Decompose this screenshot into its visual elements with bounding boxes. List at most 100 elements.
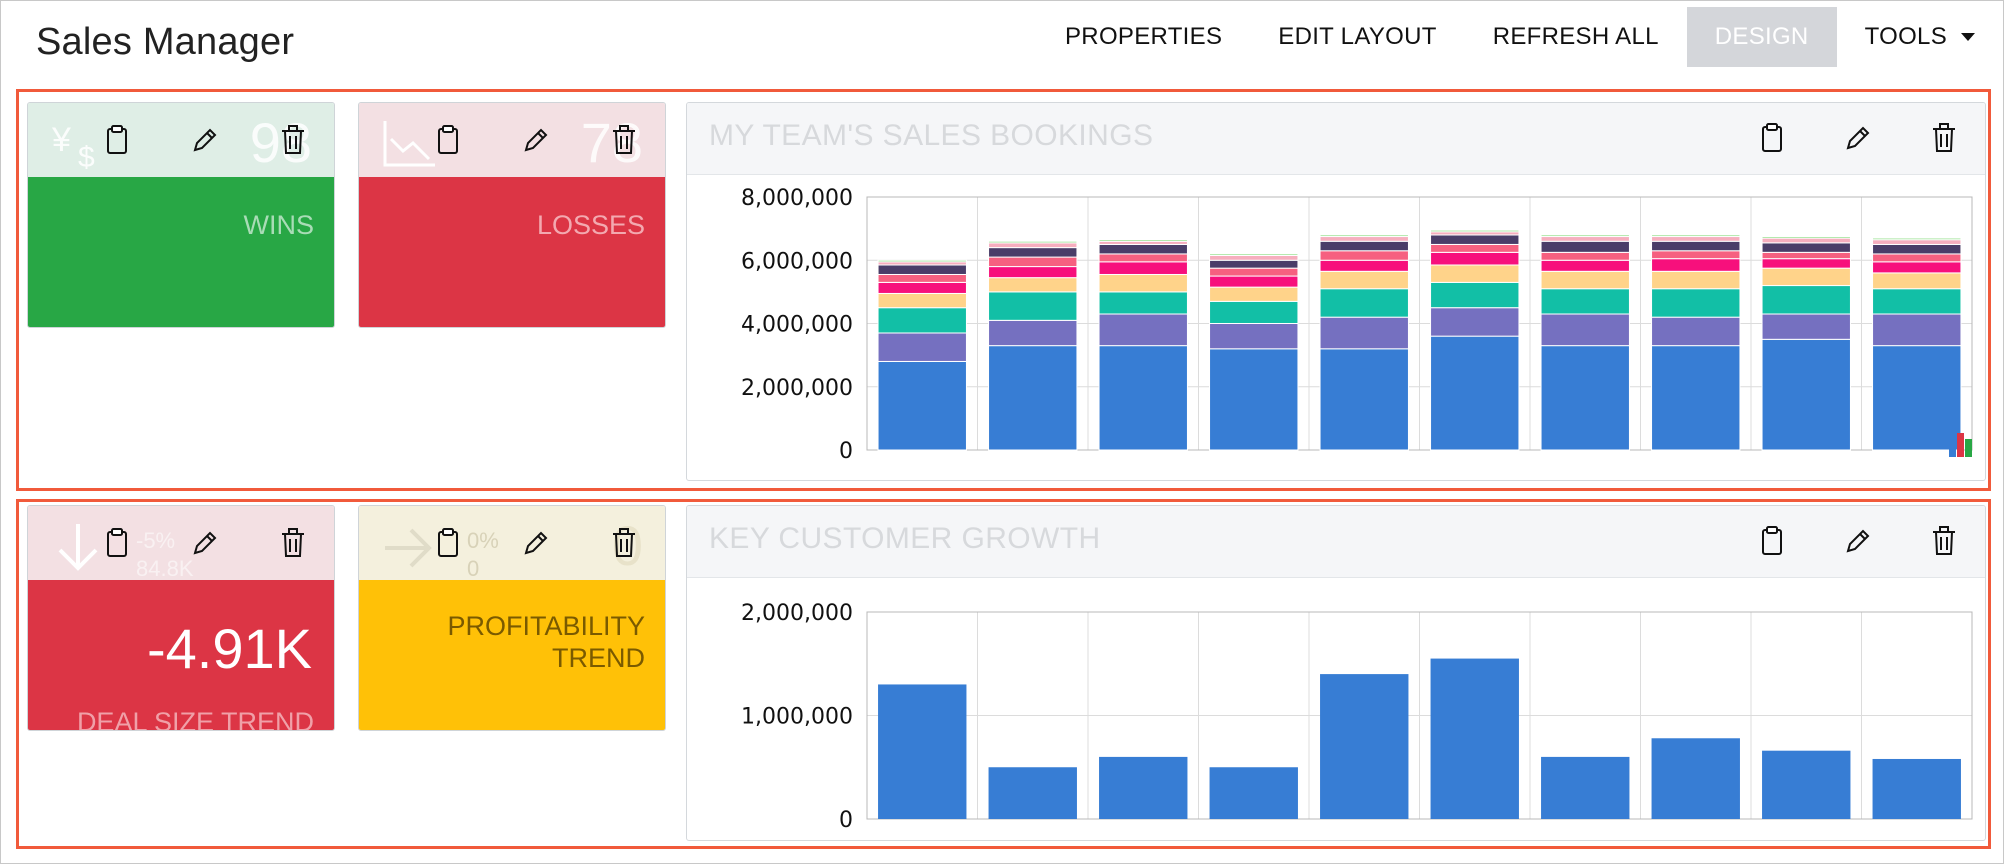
bar-3-segment-5[interactable] — [1209, 267, 1299, 277]
copy-icon[interactable] — [1753, 119, 1791, 157]
bar-7-segment-7[interactable] — [1651, 236, 1741, 242]
bar-5-segment-1[interactable] — [1430, 307, 1520, 337]
bar-0-segment-8[interactable] — [877, 259, 967, 263]
trash-icon[interactable] — [605, 524, 643, 562]
bar-8-segment-7[interactable] — [1761, 237, 1851, 244]
pencil-icon[interactable] — [186, 524, 224, 562]
bar-9-segment-0[interactable] — [1872, 345, 1962, 451]
bar-3-segment-7[interactable] — [1209, 255, 1299, 261]
bar-0-segment-4[interactable] — [877, 281, 967, 294]
bar-4-segment-4[interactable] — [1319, 259, 1409, 272]
losses-tile[interactable]: 78 LOSSES — [358, 102, 666, 328]
bar-7-segment-3[interactable] — [1651, 270, 1741, 290]
bar-1-segment-0[interactable] — [988, 767, 1077, 819]
bar-0-segment-5[interactable] — [877, 273, 967, 283]
bar-4-segment-3[interactable] — [1319, 270, 1409, 290]
bar-0-segment-2[interactable] — [877, 307, 967, 334]
menu-tools[interactable]: TOOLS — [1837, 7, 2003, 67]
bar-1-segment-0[interactable] — [988, 345, 1078, 451]
copy-icon[interactable] — [429, 121, 467, 159]
bar-0-segment-3[interactable] — [877, 292, 967, 309]
bar-3-segment-4[interactable] — [1209, 275, 1299, 288]
bar-4-segment-5[interactable] — [1319, 250, 1409, 261]
trash-icon[interactable] — [1925, 119, 1963, 157]
bar-2-segment-4[interactable] — [1098, 261, 1188, 275]
bar-9-segment-0[interactable] — [1872, 758, 1961, 819]
pencil-icon[interactable] — [517, 121, 555, 159]
bar-8-segment-6[interactable] — [1761, 242, 1851, 253]
copy-icon[interactable] — [98, 121, 136, 159]
trash-icon[interactable] — [1925, 522, 1963, 560]
bar-8-segment-5[interactable] — [1761, 251, 1851, 260]
copy-icon[interactable] — [98, 524, 136, 562]
bar-1-segment-1[interactable] — [988, 319, 1078, 347]
bar-8-segment-8[interactable] — [1761, 236, 1851, 239]
bar-4-segment-0[interactable] — [1319, 348, 1409, 451]
bar-4-segment-7[interactable] — [1319, 236, 1409, 242]
bar-5-segment-8[interactable] — [1430, 229, 1520, 233]
bar-2-segment-8[interactable] — [1098, 239, 1188, 242]
bar-3-segment-1[interactable] — [1209, 323, 1299, 350]
bar-9-segment-3[interactable] — [1872, 272, 1962, 290]
bar-6-segment-4[interactable] — [1540, 259, 1630, 272]
menu-refresh-all[interactable]: REFRESH ALL — [1492, 23, 1659, 50]
bar-7-segment-2[interactable] — [1651, 288, 1741, 318]
bar-3-segment-8[interactable] — [1209, 253, 1299, 257]
copy-icon[interactable] — [1753, 522, 1791, 560]
bar-5-segment-0[interactable] — [1430, 335, 1520, 451]
bar-5-segment-6[interactable] — [1430, 234, 1520, 245]
bar-2-segment-1[interactable] — [1098, 313, 1188, 347]
bar-2-segment-0[interactable] — [1099, 756, 1188, 819]
bar-8-segment-1[interactable] — [1761, 313, 1851, 340]
bar-6-segment-8[interactable] — [1540, 234, 1630, 238]
pencil-icon[interactable] — [1839, 522, 1877, 560]
bar-5-segment-2[interactable] — [1430, 281, 1520, 309]
pencil-icon[interactable] — [1839, 119, 1877, 157]
bar-7-segment-6[interactable] — [1651, 240, 1741, 252]
bar-0-segment-6[interactable] — [877, 264, 967, 275]
bar-3-segment-2[interactable] — [1209, 300, 1299, 325]
bar-6-segment-3[interactable] — [1540, 270, 1630, 290]
bar-0-segment-0[interactable] — [877, 360, 967, 451]
bar-9-segment-5[interactable] — [1872, 253, 1962, 263]
bar-9-segment-4[interactable] — [1872, 261, 1962, 274]
trash-icon[interactable] — [274, 524, 312, 562]
bar-7-segment-1[interactable] — [1651, 316, 1741, 347]
bar-0-segment-1[interactable] — [877, 332, 967, 362]
bar-8-segment-0[interactable] — [1761, 338, 1851, 451]
deal-size-tile[interactable]: -5% 84.8K -4.91K DEAL SIZE TREND — [27, 505, 335, 731]
bar-5-segment-4[interactable] — [1430, 251, 1520, 266]
bar-6-segment-7[interactable] — [1540, 236, 1630, 242]
bar-2-segment-5[interactable] — [1098, 253, 1188, 263]
profitability-tile[interactable]: 0% 0 0 PROFITABILITY TREND — [358, 505, 666, 731]
bar-7-segment-4[interactable] — [1651, 258, 1741, 272]
bar-5-segment-0[interactable] — [1430, 658, 1519, 819]
bar-4-segment-8[interactable] — [1319, 234, 1409, 238]
bar-2-segment-0[interactable] — [1098, 345, 1188, 451]
bar-6-segment-5[interactable] — [1540, 251, 1630, 261]
menu-edit-layout[interactable]: EDIT LAYOUT — [1278, 23, 1437, 50]
pencil-icon[interactable] — [517, 524, 555, 562]
bar-2-segment-2[interactable] — [1098, 291, 1188, 315]
bar-6-segment-1[interactable] — [1540, 313, 1630, 347]
bar-8-segment-2[interactable] — [1761, 285, 1851, 315]
bar-4-segment-1[interactable] — [1319, 316, 1409, 350]
bar-7-segment-0[interactable] — [1651, 345, 1741, 451]
bar-4-segment-2[interactable] — [1319, 288, 1409, 318]
menu-properties[interactable]: PROPERTIES — [1065, 23, 1223, 50]
bar-9-segment-1[interactable] — [1872, 313, 1962, 347]
bar-4-segment-6[interactable] — [1319, 240, 1409, 252]
bar-9-segment-2[interactable] — [1872, 288, 1962, 315]
bar-1-segment-8[interactable] — [988, 240, 1078, 244]
bar-6-segment-6[interactable] — [1540, 240, 1630, 253]
bar-8-segment-4[interactable] — [1761, 258, 1851, 269]
bar-1-segment-4[interactable] — [988, 266, 1078, 279]
bar-3-segment-0[interactable] — [1209, 767, 1298, 819]
bar-5-segment-3[interactable] — [1430, 264, 1520, 283]
bar-5-segment-5[interactable] — [1430, 243, 1520, 253]
bar-0-segment-0[interactable] — [878, 684, 967, 819]
bar-1-segment-3[interactable] — [988, 277, 1078, 293]
bar-9-segment-6[interactable] — [1872, 243, 1962, 255]
wins-tile[interactable]: ¥ $ 98 WINS — [27, 102, 335, 328]
bar-8-segment-3[interactable] — [1761, 267, 1851, 287]
